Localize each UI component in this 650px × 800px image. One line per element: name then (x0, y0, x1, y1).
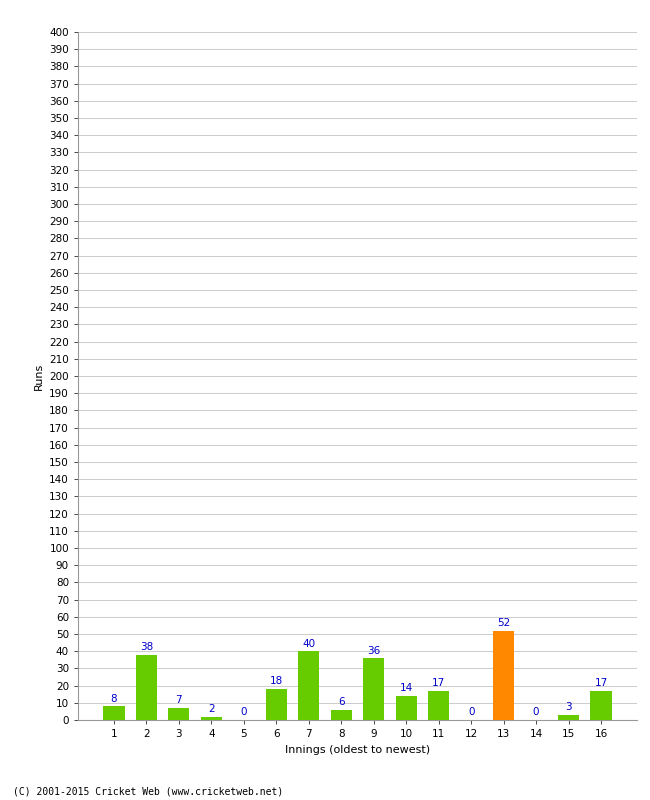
Bar (590, 690, 612, 720)
Bar (363, 658, 384, 720)
Text: 0: 0 (240, 707, 247, 718)
Text: 17: 17 (594, 678, 608, 688)
X-axis label: Innings (oldest to newest): Innings (oldest to newest) (285, 745, 430, 754)
Text: 6: 6 (338, 697, 344, 707)
Text: 38: 38 (140, 642, 153, 652)
Bar (331, 710, 352, 720)
Text: 14: 14 (400, 683, 413, 694)
Bar (298, 651, 319, 720)
Text: 3: 3 (566, 702, 572, 712)
Bar (428, 690, 449, 720)
Text: 36: 36 (367, 646, 380, 655)
Bar (558, 715, 579, 720)
Bar (168, 708, 189, 720)
Text: 17: 17 (432, 678, 445, 688)
Bar (136, 654, 157, 720)
Text: 8: 8 (111, 694, 117, 704)
Text: 2: 2 (208, 704, 214, 714)
Text: 0: 0 (533, 707, 540, 718)
Text: 0: 0 (468, 707, 474, 718)
Text: (C) 2001-2015 Cricket Web (www.cricketweb.net): (C) 2001-2015 Cricket Web (www.cricketwe… (13, 786, 283, 796)
Bar (396, 696, 417, 720)
Y-axis label: Runs: Runs (34, 362, 44, 390)
Text: 40: 40 (302, 638, 315, 649)
Text: 52: 52 (497, 618, 510, 628)
Bar (103, 706, 125, 720)
Text: 7: 7 (176, 695, 182, 706)
Bar (266, 689, 287, 720)
Text: 18: 18 (270, 677, 283, 686)
Bar (201, 717, 222, 720)
Bar (493, 630, 514, 720)
